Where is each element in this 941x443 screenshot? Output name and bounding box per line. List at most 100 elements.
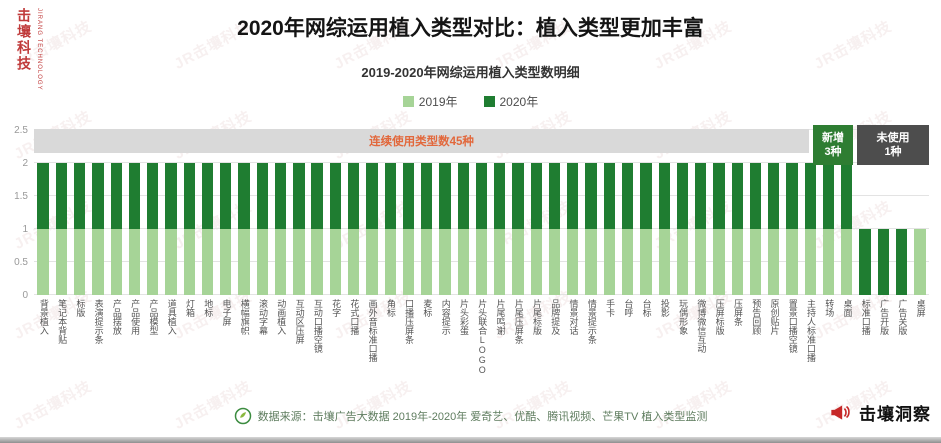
data-source-text: 数据来源：击壤广告大数据 2019年-2020年 爱奇艺、优酷、腾讯视频、芒果T… xyxy=(257,411,708,423)
bar-stack xyxy=(238,163,250,295)
x-axis-label: 原创贴片 xyxy=(769,299,780,335)
bar-segment-2020年 xyxy=(293,163,305,229)
bar-segment-2019年 xyxy=(475,229,488,295)
x-label-slot: 画外音标准口播 xyxy=(363,299,381,403)
bar-segment-2020年 xyxy=(548,163,561,229)
x-axis-label: 品牌提及 xyxy=(550,299,561,335)
bar-stack xyxy=(329,163,342,295)
bar-column xyxy=(253,130,271,295)
x-label-slot: 片头彩蛋 xyxy=(454,299,472,403)
bar-segment-2019年 xyxy=(366,229,378,295)
bar-column xyxy=(619,130,637,295)
x-axis-label: 情景对话 xyxy=(568,299,579,335)
bar-stack xyxy=(621,163,634,295)
bar-segment-2020年 xyxy=(731,163,743,229)
bar-segment-2020年 xyxy=(147,163,159,229)
x-axis-label: 片尾标版 xyxy=(532,299,543,335)
bar-segment-2019年 xyxy=(695,229,707,295)
x-axis-label: 内容提示 xyxy=(440,299,451,335)
bar-segment-2020年 xyxy=(366,163,378,229)
x-axis-label: 电子屏 xyxy=(221,299,232,326)
bar-stack xyxy=(676,163,689,295)
x-axis-label: 投影 xyxy=(659,299,670,317)
bar-segment-2020年 xyxy=(749,163,762,229)
bar-segment-2020年 xyxy=(238,163,250,229)
bar-stack xyxy=(384,163,396,295)
bar-segment-2020年 xyxy=(183,163,195,229)
x-axis-label: 转场 xyxy=(824,299,835,317)
bar-stack xyxy=(92,163,104,295)
plot-area: 连续使用类型数45种 新增 3种 未使用 1种 xyxy=(34,125,929,295)
bar-segment-2019年 xyxy=(621,229,634,295)
bar-segment-2019年 xyxy=(786,229,798,295)
bar-stack xyxy=(311,163,323,295)
x-axis-label: 桌面 xyxy=(842,299,853,317)
x-label-slot: 麦标 xyxy=(418,299,436,403)
bar-segment-2020年 xyxy=(74,163,86,229)
bar-stack xyxy=(585,163,597,295)
bar-segment-2019年 xyxy=(457,229,469,295)
bar-column xyxy=(746,130,764,295)
bar-segment-2019年 xyxy=(347,229,360,295)
bar-segment-2019年 xyxy=(603,229,616,295)
x-label-slot: 电子屏 xyxy=(217,299,235,403)
bar-column xyxy=(308,130,326,295)
bar-segment-2019年 xyxy=(147,229,159,295)
bar-column xyxy=(655,130,673,295)
bar-segment-2020年 xyxy=(841,163,853,229)
bar-column xyxy=(71,130,89,295)
x-label-slot: 片尾压屏条 xyxy=(509,299,527,403)
x-label-slot: 口播压屏条 xyxy=(399,299,417,403)
bar-column xyxy=(728,130,746,295)
x-axis-label: 压屏标版 xyxy=(714,299,725,335)
bar-column xyxy=(582,130,600,295)
bar-segment-2019年 xyxy=(55,229,68,295)
x-axis-labels: 背景植入 笔记本背贴 标版 表演提示条 产品摆放 产品使用 产品模型 道具植入 灯箱 地标 电子屏横… xyxy=(34,299,929,403)
unused-types-badge: 未使用 1种 xyxy=(857,125,929,165)
x-label-slot: 滚动字幕 xyxy=(253,299,271,403)
legend-swatch xyxy=(483,96,495,107)
chart-subtitle: 2019-2020年网综运用植入类型数明细 xyxy=(361,65,580,80)
gridline xyxy=(34,162,929,163)
bar-segment-2019年 xyxy=(110,229,122,295)
x-axis-label: 桌屏 xyxy=(915,299,926,317)
y-tick-label: 2 xyxy=(22,158,28,169)
bar-segment-2020年 xyxy=(329,163,342,229)
bar-column xyxy=(600,130,618,295)
y-tick-label: 2.5 xyxy=(14,125,28,136)
chart-legend: 2019年 2020年 xyxy=(0,93,941,110)
legend-item: 2020年 xyxy=(483,93,538,110)
x-label-slot: 标准口播 xyxy=(856,299,874,403)
bar-stack xyxy=(110,163,122,295)
bar-segment-2020年 xyxy=(658,163,670,229)
x-label-slot: 动画植入 xyxy=(271,299,289,403)
bar-column xyxy=(527,130,545,295)
bar-column xyxy=(235,130,253,295)
x-axis-label: 广告关版 xyxy=(897,299,908,335)
x-axis-label: 微博微信互动 xyxy=(696,299,707,353)
x-axis-label: 地标 xyxy=(203,299,214,317)
bar-stack xyxy=(439,163,451,295)
legend-swatch xyxy=(402,96,414,107)
x-label-slot: 预告回顾 xyxy=(746,299,764,403)
bar-segment-2020年 xyxy=(512,163,524,229)
jirang-insight-logo: 击壤洞察 xyxy=(827,399,931,425)
bar-column xyxy=(509,130,527,295)
bar-stack xyxy=(512,163,524,295)
x-label-slot: 内容提示 xyxy=(436,299,454,403)
bar-column xyxy=(418,130,436,295)
bar-stack xyxy=(768,163,780,295)
bar-column xyxy=(801,130,819,295)
bar-segment-2020年 xyxy=(475,163,488,229)
bar-stack xyxy=(640,163,652,295)
unused-badge-line1: 未使用 xyxy=(876,132,910,144)
bar-segment-2019年 xyxy=(37,229,49,295)
bar-column xyxy=(180,130,198,295)
bar-stack xyxy=(713,163,725,295)
bar-column xyxy=(399,130,417,295)
x-label-slot: 互动口播空镜 xyxy=(308,299,326,403)
x-axis-label: 花式口播 xyxy=(349,299,360,335)
x-axis-label: 产品模型 xyxy=(148,299,159,335)
x-label-slot: 广告关版 xyxy=(892,299,910,403)
legend-item: 2019年 xyxy=(402,93,458,110)
